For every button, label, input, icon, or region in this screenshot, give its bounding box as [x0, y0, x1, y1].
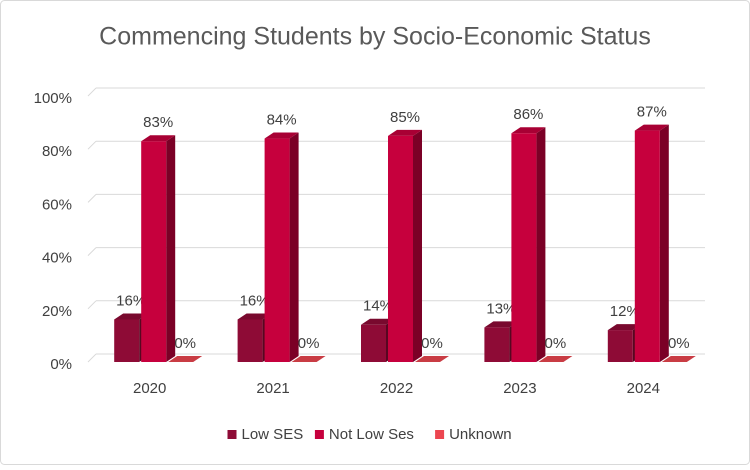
- bar-top: [388, 129, 422, 136]
- grid-line-floor: [87, 140, 97, 150]
- bar-top: [264, 132, 299, 139]
- bar-side: [289, 132, 299, 362]
- data-label: 85%: [390, 109, 420, 126]
- legend-swatch: [435, 430, 445, 439]
- y-tick-label: 100%: [34, 90, 72, 107]
- data-label: 0%: [545, 335, 567, 352]
- bar-group: [661, 356, 696, 362]
- x-tick-label: 2024: [627, 380, 660, 397]
- bar-top: [361, 318, 395, 325]
- bar-group: [538, 356, 573, 362]
- chart-title: Commencing Students by Socio-Economic St…: [99, 23, 651, 51]
- bar: [511, 133, 537, 362]
- bar-top: [634, 124, 669, 131]
- data-label: 0%: [298, 335, 320, 352]
- bar-group: [168, 356, 203, 362]
- bar-top: [607, 324, 642, 331]
- x-tick-label: 2023: [503, 380, 536, 397]
- data-label: 13%: [486, 300, 516, 317]
- bar: [484, 327, 510, 362]
- bar-top: [511, 127, 546, 134]
- bar-top: [291, 356, 326, 362]
- bar-top: [141, 135, 176, 142]
- y-tick-label: 60%: [42, 196, 72, 213]
- bar: [634, 130, 660, 362]
- grid-line-floor: [87, 87, 97, 97]
- bar-side: [536, 127, 546, 363]
- data-label: 0%: [174, 335, 196, 352]
- bar-top: [484, 321, 519, 328]
- bar-group: [291, 356, 326, 362]
- bar-group: [264, 132, 299, 362]
- data-label: 16%: [116, 292, 146, 309]
- legend-label: Not Low Ses: [329, 426, 414, 443]
- bar-top: [168, 356, 203, 362]
- data-label: 83%: [143, 114, 173, 131]
- bar: [607, 330, 633, 362]
- legend-label: Unknown: [449, 426, 512, 443]
- bar: [388, 135, 413, 362]
- data-label: 0%: [421, 335, 443, 352]
- x-tick-label: 2022: [380, 380, 413, 397]
- bar-group: [141, 135, 176, 362]
- bar: [361, 324, 386, 362]
- y-tick-label: 40%: [42, 250, 72, 267]
- legend-swatch: [314, 430, 324, 439]
- grid-line-floor: [87, 247, 97, 256]
- bar: [141, 141, 167, 362]
- bar-group: [415, 356, 449, 362]
- bar-top: [415, 356, 449, 362]
- legend-label: Low SES: [242, 426, 304, 443]
- legend-swatch: [227, 430, 237, 439]
- data-label: 84%: [267, 112, 297, 129]
- bar-side: [413, 129, 422, 362]
- bar: [264, 138, 290, 362]
- grid-line-floor: [87, 194, 97, 203]
- bar-group: [634, 124, 669, 362]
- data-label: 87%: [637, 104, 667, 121]
- grid-line-floor: [87, 300, 97, 310]
- data-label: 86%: [513, 106, 543, 123]
- bar: [237, 319, 263, 362]
- grid-line-floor: [87, 353, 97, 363]
- y-tick-label: 20%: [42, 303, 72, 320]
- data-label: 12%: [610, 303, 640, 320]
- x-tick-label: 2021: [256, 380, 289, 397]
- bar-side: [659, 124, 669, 362]
- bar-top: [661, 356, 696, 362]
- bar-group: [511, 127, 546, 363]
- data-label: 0%: [668, 335, 690, 352]
- bar: [114, 319, 140, 362]
- bar-group: [388, 129, 422, 362]
- bar-side: [166, 135, 176, 362]
- data-label: 14%: [363, 298, 393, 315]
- y-tick-label: 80%: [42, 143, 72, 160]
- data-label: 16%: [240, 292, 270, 309]
- bar-top: [114, 313, 149, 320]
- bar-top: [538, 356, 573, 362]
- y-tick-label: 0%: [50, 356, 72, 373]
- x-tick-label: 2020: [133, 380, 166, 397]
- bar-top: [237, 313, 272, 320]
